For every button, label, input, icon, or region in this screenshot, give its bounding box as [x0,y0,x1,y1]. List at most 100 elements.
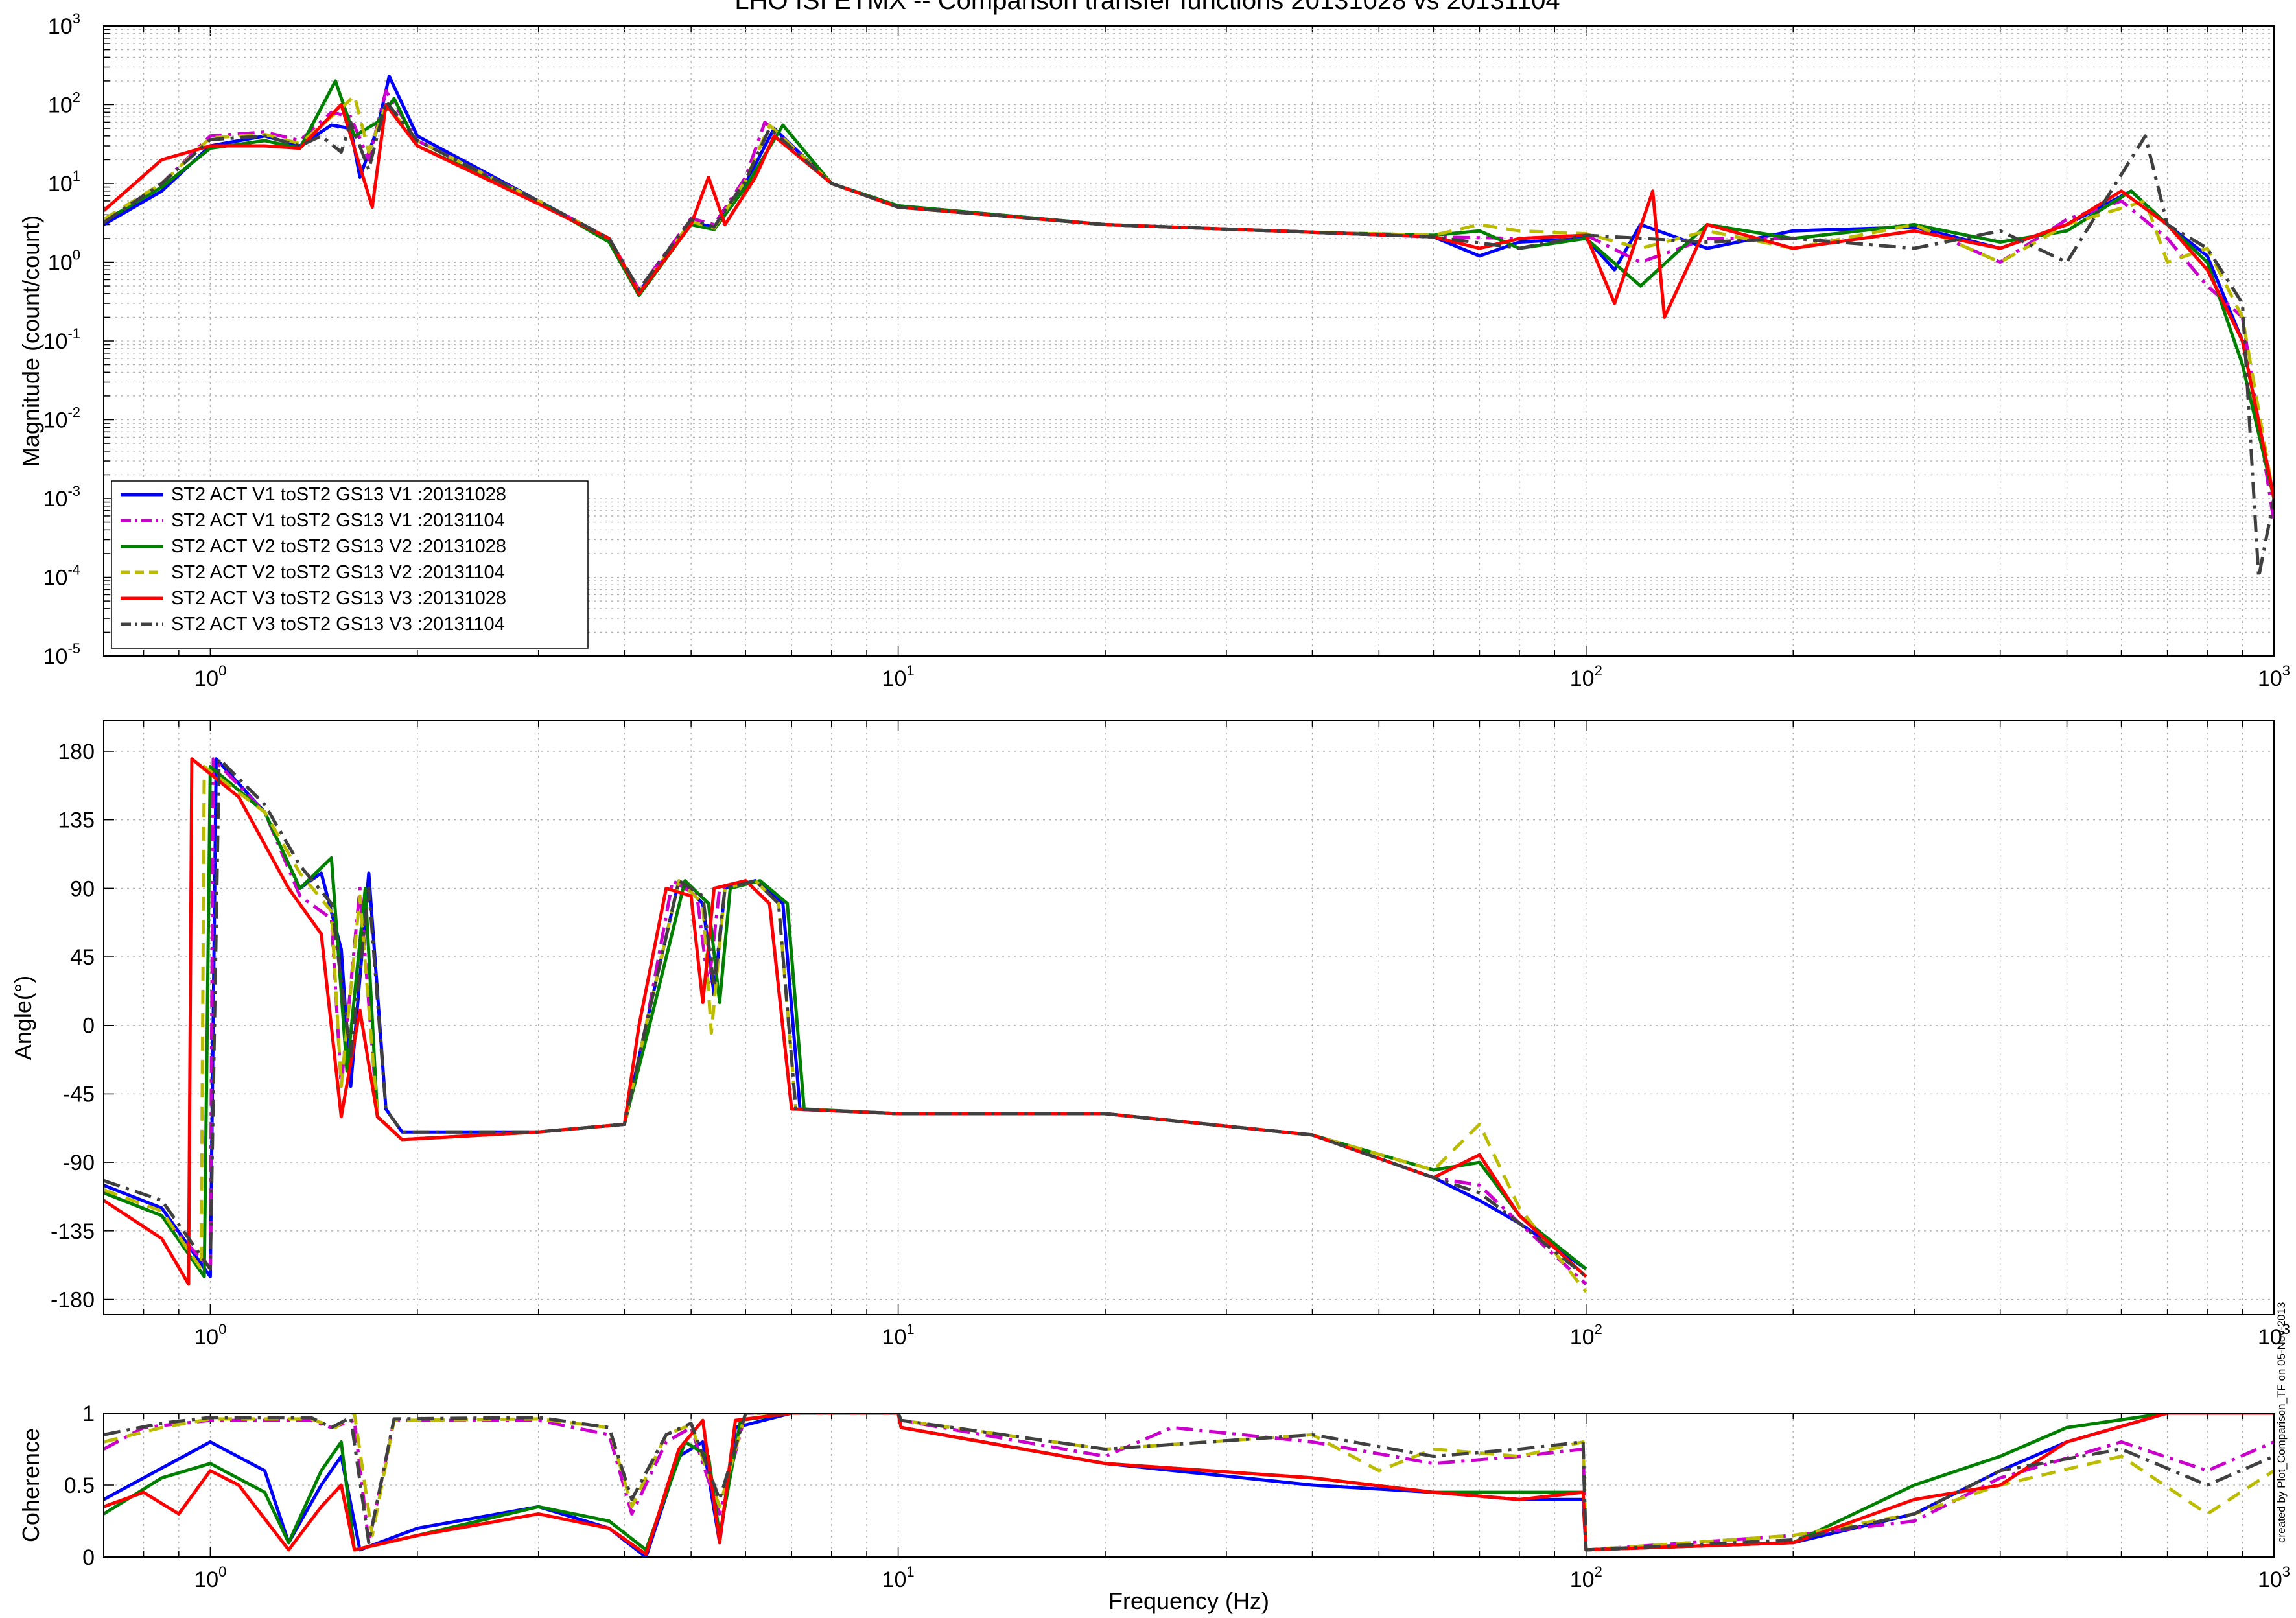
magnitude-ytick-label: 10-2 [43,404,80,433]
coherence-xtick-label: 103 [2258,1564,2290,1592]
coherence-xtick-base: 10 [1570,1567,1595,1592]
magnitude-ytick-exp: 0 [73,247,80,263]
magnitude-xtick-base: 10 [882,666,907,691]
phase-xtick-label: 102 [1570,1321,1602,1350]
phase-ytick-label: -90 [63,1151,95,1175]
phase-ytick-label: 180 [58,740,95,764]
magnitude-series-group [104,75,2274,579]
magnitude-ytick-base: 10 [48,93,73,118]
figure-title: LHO ISI ETMX -- Comparison transfer func… [734,0,1560,15]
magnitude-ytick-base: 10 [43,644,68,669]
magnitude-xtick-base: 10 [2258,666,2282,691]
coherence-xtick-label: 102 [1570,1564,1602,1592]
magnitude-ytick-label: 10-4 [43,562,80,591]
coherence-ylabel: Coherence [18,1428,44,1542]
phase-ytick-label: 45 [70,945,95,970]
phase-xtick-exp: 2 [1595,1321,1602,1337]
magnitude-ytick-label: 10-1 [43,325,80,354]
phase-xtick-label: 100 [194,1321,226,1350]
magnitude-ytick-exp: -1 [67,325,80,342]
legend-entry-1: ST2 ACT V1 toST2 GS13 V1 :20131028 [171,484,506,505]
phase-plot-area [104,721,2274,1315]
coherence-ytick-label: 1 [82,1401,95,1426]
phase-ytick-label: -180 [51,1288,95,1313]
magnitude-ytick-label: 10-3 [43,483,80,511]
phase-xtick-base: 10 [2258,1325,2282,1350]
phase-ytick-label: -135 [51,1219,95,1244]
coherence-xtick-base: 10 [194,1567,218,1592]
coherence-ytick-label: 0 [82,1545,95,1570]
phase-xtick-base: 10 [194,1325,218,1350]
magnitude-xtick-label: 101 [882,662,915,691]
magnitude-panel: 100 101 102 10310-510-410-310-210-110010110… [18,10,2290,691]
magnitude-xtick-base: 10 [194,666,218,691]
coherence-ytick-label: 0.5 [64,1473,95,1498]
phase-xtick-exp: 1 [906,1321,914,1337]
magnitude-ytick-exp: -5 [67,640,80,657]
coherence-xlabel: Frequency (Hz) [1108,1588,1269,1614]
phase-series-line-6 [104,757,1587,1278]
coherence-xtick-exp: 1 [906,1564,914,1580]
phase-ytick-label: 90 [70,876,95,901]
legend-entry-2: ST2 ACT V1 toST2 GS13 V1 :20131104 [171,510,505,531]
legend-entry-5: ST2 ACT V3 toST2 GS13 V3 :20131028 [171,588,506,609]
magnitude-ytick-label: 102 [48,89,80,118]
phase-xtick-base: 10 [882,1325,907,1350]
magnitude-xtick-label: 103 [2258,662,2290,691]
phase-xtick-exp: 3 [2282,1321,2290,1337]
legend-entry-6: ST2 ACT V3 toST2 GS13 V3 :20131104 [171,614,505,635]
phase-ytick-label: -45 [63,1082,95,1107]
magnitude-ytick-base: 10 [43,329,68,354]
legend: ST2 ACT V1 toST2 GS13 V1 :20131028 ST2 AC… [111,480,589,649]
coherence-xtick-exp: 3 [2282,1564,2290,1580]
magnitude-ytick-exp: -2 [67,404,80,421]
magnitude-ytick-base: 10 [48,14,73,39]
magnitude-xtick-label: 102 [1570,662,1602,691]
magnitude-ytick-label: 103 [48,10,80,39]
magnitude-axes-frame [103,25,2275,657]
coherence-xtick-exp: 2 [1595,1564,1602,1580]
magnitude-ytick-exp: 1 [73,168,80,184]
phase-axes-frame [103,720,2275,1315]
coherence-xtick-base: 10 [2258,1567,2282,1592]
magnitude-ytick-exp: 2 [73,89,80,106]
magnitude-ytick-exp: -3 [67,483,80,499]
phase-xtick-exp: 0 [218,1321,226,1337]
magnitude-ytick-base: 10 [43,487,68,511]
phase-xtick-label: 101 [882,1321,915,1350]
phase-panel: 100 101 102 10318013590450-45-90-135-180Ang… [10,720,2290,1350]
coherence-series-line-6 [104,1413,2274,1552]
magnitude-ytick-exp: -4 [67,562,80,578]
magnitude-xtick-exp: 0 [218,662,226,679]
phase-series-group [104,757,1587,1293]
coherence-axes-frame [103,1413,2275,1558]
phase-xtick-base: 10 [1570,1325,1595,1350]
coherence-xtick-label: 101 [882,1564,915,1592]
magnitude-ytick-label: 101 [48,168,80,196]
magnitude-ytick-exp: 3 [73,10,80,27]
phase-xtick-label: 103 [2258,1321,2290,1350]
coherence-xtick-exp: 0 [218,1564,226,1580]
legend-box [111,480,589,649]
magnitude-ytick-base: 10 [43,566,68,591]
phase-ylabel: Angle(°) [10,976,36,1060]
magnitude-ytick-base: 10 [48,251,73,276]
legend-entry-3: ST2 ACT V2 toST2 GS13 V2 :20131028 [171,536,506,557]
magnitude-xtick-exp: 1 [906,662,914,679]
magnitude-ytick-base: 10 [48,172,73,196]
phase-ytick-label: 0 [82,1014,95,1038]
magnitude-xtick-base: 10 [1570,666,1595,691]
phase-ytick-label: 135 [58,808,95,833]
coherence-series-line-5 [104,1413,2274,1556]
magnitude-ytick-label: 10-5 [43,640,80,669]
magnitude-ytick-label: 100 [48,247,80,276]
magnitude-xtick-exp: 3 [2282,662,2290,679]
coherence-series-group [104,1413,2274,1557]
magnitude-xtick-label: 100 [194,662,226,691]
magnitude-xtick-exp: 2 [1595,662,1602,679]
legend-entry-4: ST2 ACT V2 toST2 GS13 V2 :20131104 [171,562,505,583]
magnitude-ytick-base: 10 [43,408,68,433]
credit-text: created by Plot_Comparison_TF on 05-Nov-… [2275,1302,2288,1543]
